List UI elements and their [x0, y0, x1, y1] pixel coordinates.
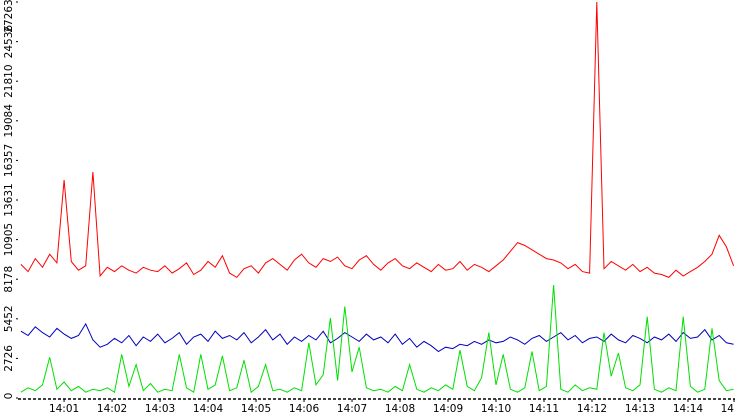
y-tick-label: 0	[3, 393, 15, 400]
x-tick-label: 14:12	[577, 403, 607, 415]
x-tick-label: 14:03	[145, 403, 175, 415]
x-tick-label: 14:09	[433, 403, 463, 415]
series-line	[20, 284, 734, 394]
series-line	[20, 1, 735, 279]
x-tick-label: 14:07	[337, 403, 367, 415]
y-tick-label: 24536	[3, 25, 15, 59]
y-tick-label: 8178	[3, 266, 15, 293]
x-tick-label: 14:08	[385, 403, 415, 415]
x-tick-label: 14:13	[625, 403, 655, 415]
x-tick-label: 14:14	[673, 403, 704, 415]
x-tick-label: 14:01	[49, 403, 79, 415]
x-tick-label: 14:02	[97, 403, 127, 415]
y-tick-label: 10905	[3, 223, 15, 256]
y-tick-label: 2726	[3, 345, 15, 372]
y-tick-label: 5452	[3, 305, 15, 332]
series-line	[20, 322, 734, 353]
y-tick-label: 16357	[3, 144, 15, 177]
x-tick-label: 14	[721, 403, 735, 415]
y-tick-label: 19084	[3, 104, 15, 138]
x-tick-label: 14:05	[241, 403, 271, 415]
y-tick-label: 27263	[3, 0, 15, 33]
x-tick-label: 14:11	[529, 403, 559, 415]
plot-area	[20, 1, 735, 394]
x-tick-label: 14:04	[193, 403, 224, 415]
y-tick-label: 21810	[3, 65, 15, 98]
x-tick-label: 14:06	[289, 403, 320, 415]
x-tick-label: 14:10	[481, 403, 511, 415]
y-tick-label: 13631	[3, 183, 15, 216]
